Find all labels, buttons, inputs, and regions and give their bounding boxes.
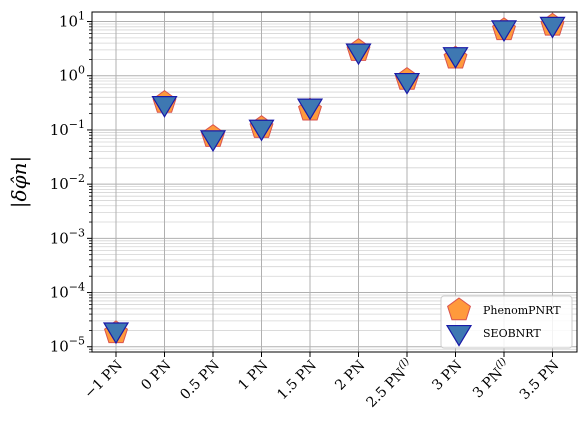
- seobnrt-marker: [442, 47, 469, 69]
- y-tick-label: 10−4: [50, 281, 85, 302]
- x-tick-label: 0 PN: [138, 358, 174, 394]
- x-tick-label: 3 PN(l): [469, 356, 514, 401]
- x-tick-label: 1 PN: [235, 358, 271, 394]
- seobnrt-marker: [539, 16, 566, 39]
- x-tick-label: 1.5 PN: [274, 358, 320, 404]
- y-tick-label: 10−3: [50, 226, 85, 247]
- y-tick-label: 100: [59, 64, 85, 85]
- legend-box: [440, 295, 573, 349]
- y-tick-label: 10−5: [50, 335, 85, 356]
- y-tick-label: 10−2: [50, 172, 85, 193]
- y-tick-label: 10−1: [50, 118, 85, 139]
- x-tick-label: 3 PN: [429, 358, 465, 394]
- legend-marker-phenompnrt: [447, 297, 471, 321]
- legend-label: PhenomPNRT: [483, 304, 561, 317]
- x-tick-label: 2.5 PN(l): [362, 356, 417, 411]
- seobnrt-marker: [490, 20, 518, 43]
- seobnrt-marker: [248, 119, 275, 142]
- plot-area-frame: [91, 11, 578, 353]
- legend-marker-seobnrt: [445, 324, 473, 347]
- legend: PhenomPNRT SEOBNRT: [440, 295, 573, 349]
- seobnrt-marker: [345, 43, 372, 66]
- y-tick-label: 101: [59, 10, 85, 31]
- seobnrt-marker: [102, 322, 130, 345]
- x-tick-label: −1 PN: [81, 358, 125, 402]
- x-axis: −1 PN 0 PN 0.5 PN 1 PN 1.5 PN 2 PN2.5 PN(l) 3 …: [81, 352, 562, 411]
- seobnrt-marker: [296, 98, 324, 121]
- seobnrt-marker: [393, 72, 421, 95]
- seobnrt-marker: [199, 130, 227, 153]
- y-axis: 10−5 10−4 10−3 10−2 10−1 100 101: [50, 10, 92, 356]
- x-tick-label: 0.5 PN: [177, 358, 223, 404]
- seobnrt-marker: [151, 96, 178, 118]
- data-markers: [102, 12, 566, 345]
- x-tick-label: 3.5 PN: [517, 358, 563, 404]
- y-axis-label: |δφ̂n|: [7, 156, 32, 208]
- x-tick-label: 2 PN: [332, 358, 368, 394]
- legend-label: SEOBNRT: [483, 327, 541, 340]
